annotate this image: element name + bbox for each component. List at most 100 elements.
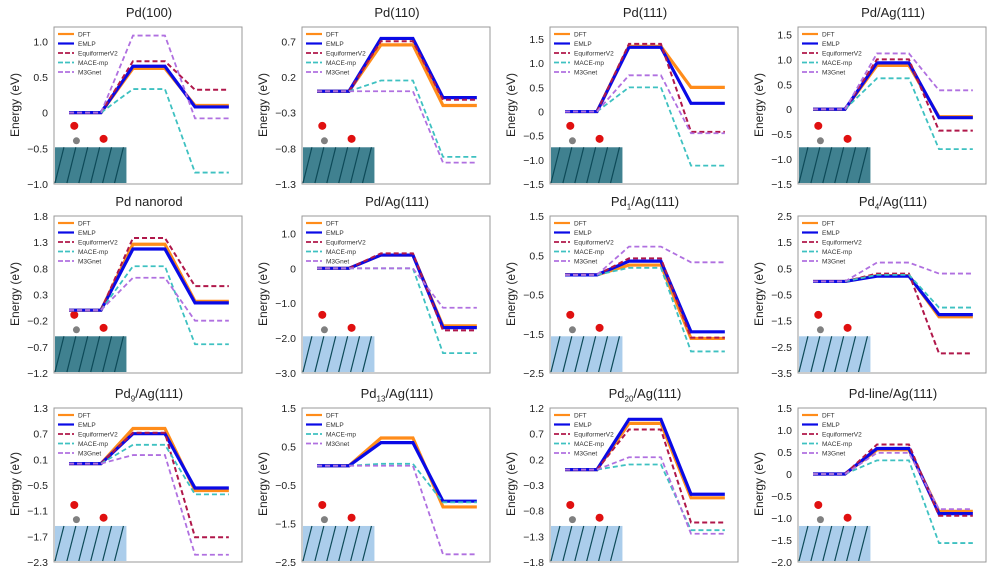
y-tick-label: −1.5 (771, 179, 792, 191)
plot-frame (797, 215, 987, 374)
y-tick-label: 1.2 (529, 403, 544, 415)
legend-label: MACE-mp (574, 249, 604, 256)
y-tick-label: −1.5 (523, 329, 544, 341)
y-tick-label: 0 (538, 107, 544, 119)
surface-slab (55, 525, 127, 561)
legend-label: MACE-mp (822, 249, 852, 256)
plot-area: 1.2 0.7 0.2 −0.3 −0.8 −1.3 −1.8 DFT EMLP Equiform… (523, 403, 739, 569)
legend: DFT EMLP EquiformerV2 MACE-mp M3Gnet (58, 32, 118, 77)
slab-bond (66, 525, 77, 562)
title-text: Pd nanorod (115, 194, 183, 209)
legend-label: DFT (822, 413, 835, 420)
slab-bond (113, 525, 125, 562)
legend: DFT EMLP EquiformerV2 MACE-mp M3Gnet (802, 413, 862, 458)
slab-bond (834, 147, 845, 184)
plot-frame (53, 407, 243, 563)
surface-slab (551, 336, 623, 372)
y-tick-label: 1.5 (529, 211, 544, 223)
carbon-atom (568, 137, 576, 145)
y-tick-label: −1.0 (771, 154, 792, 166)
carbon-atom (816, 516, 824, 524)
surface-slab (799, 525, 871, 561)
y-tick-label: 0.1 (33, 454, 48, 466)
title-text: Pd-line/Ag(111) (848, 386, 938, 401)
slab-bond (326, 336, 337, 373)
legend-label: M3Gnet (822, 259, 845, 266)
y-tick-label: −1.8 (523, 557, 544, 569)
legend-label: EMLP (326, 41, 344, 48)
legend-label: EquiformerV2 (78, 240, 118, 247)
y-tick-label: 0.5 (777, 447, 792, 459)
y-tick-label: 0.5 (777, 79, 792, 91)
plot-area: 1.0 0.5 0 −0.5 −1.0 DFT EMLP EquiformerV2 MACE-m… (27, 26, 243, 191)
series-line-emlp (317, 441, 477, 503)
plot-frame (301, 215, 491, 374)
structure-inset-image (302, 310, 375, 373)
y-tick-label: 0 (786, 469, 792, 481)
slab-bond (857, 336, 869, 373)
carbon-atom (816, 326, 824, 334)
title-text: Pd (610, 194, 627, 209)
slab-bond (350, 336, 361, 373)
carbon-atom (568, 516, 576, 524)
legend-label: MACE-mp (326, 60, 356, 67)
chart-title: Pd20/Ag(111) (551, 386, 739, 404)
legend-label: EquiformerV2 (822, 240, 862, 247)
slab-bond (609, 147, 621, 184)
surface-slab (55, 336, 127, 372)
plot-area: 1.5 1.0 0.5 0 −0.5 −1.0 −1.5 DFT EMLP EquiformerV… (771, 26, 987, 191)
slab-bond (846, 525, 857, 562)
slab-bond (550, 147, 561, 184)
plot-area: 2.5 1.5 0.5 −0.5 −1.5 −2.5 −3.5 DFT EMLP Equiform… (771, 211, 987, 380)
legend-label: EMLP (326, 230, 344, 237)
plot-frame (301, 26, 491, 185)
y-tick-label: −2.0 (771, 557, 792, 569)
legend-label: MACE-mp (78, 60, 108, 67)
y-tick-label: −0.5 (771, 129, 792, 141)
plot-frame (797, 26, 987, 185)
legend-label: EMLP (822, 230, 840, 237)
y-tick-label: −1.3 (523, 531, 544, 543)
y-tick-label: −3.5 (771, 368, 792, 380)
slab-bond (550, 525, 561, 562)
y-tick-label: 0.3 (33, 290, 48, 302)
slab-bond (574, 147, 585, 184)
plot-frame (301, 407, 491, 563)
legend-label: EquiformerV2 (822, 51, 862, 58)
surface-slab (303, 525, 375, 561)
y-tick-label: 1.3 (33, 237, 48, 249)
oxygen-atom (843, 134, 852, 143)
legend-label: MACE-mp (574, 60, 604, 67)
slab-bond (78, 147, 89, 184)
surface-slab (799, 147, 871, 183)
structure-inset-image (54, 310, 127, 373)
slab-bond (822, 147, 833, 184)
legend-label: M3Gnet (326, 259, 349, 266)
slab-bond (834, 525, 845, 562)
oxygen-atom (595, 323, 604, 332)
y-tick-label: −1.5 (275, 519, 296, 531)
slab-bond (574, 525, 585, 562)
legend-label: EMLP (78, 230, 96, 237)
y-tick-label: 0.2 (529, 454, 544, 466)
series-line-mace-mp (317, 462, 477, 504)
y-tick-label: 0.5 (33, 72, 48, 84)
legend-label: EMLP (78, 422, 96, 429)
slab-bond (302, 147, 313, 184)
slab-bond (66, 336, 77, 373)
slab-bond (338, 147, 349, 184)
oxygen-atom (70, 500, 79, 509)
y-tick-label: −0.5 (27, 480, 48, 492)
series-line-m3gnet (317, 464, 477, 556)
title-suffix: /Ag(111) (879, 194, 928, 209)
y-tick-label: −2.3 (27, 557, 48, 569)
legend-label: M3Gnet (822, 451, 845, 458)
series-line-m3gnet (813, 261, 973, 283)
slab-bond (609, 525, 621, 562)
slab-bond (834, 336, 845, 373)
slab-bond (314, 336, 325, 373)
series-line-equiformerv2 (69, 431, 229, 539)
y-tick-label: 1.0 (777, 425, 792, 437)
slab-bond (550, 336, 561, 373)
plot-area: 1.5 1.0 0.5 0 −0.5 −1.0 −1.5 DFT EMLP EquiformerV… (523, 26, 739, 191)
